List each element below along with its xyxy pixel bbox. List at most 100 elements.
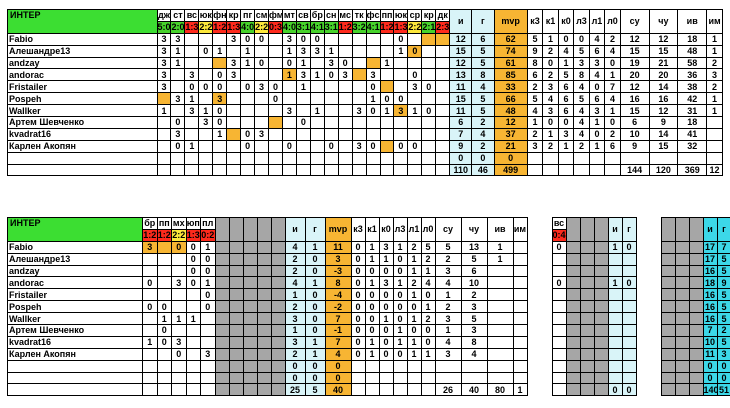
side-cell: 1 <box>607 240 623 254</box>
stat-header-7: л1 <box>588 9 606 34</box>
game-cell <box>365 56 381 70</box>
game-cell: 0 <box>212 68 228 82</box>
filler-cell <box>565 240 581 254</box>
opponent-4: пл <box>200 217 216 230</box>
game-cell <box>281 127 297 141</box>
game-cell: 0 <box>393 92 409 106</box>
game-cell <box>200 371 216 385</box>
game-cell <box>142 288 158 302</box>
gap-cell <box>636 336 661 348</box>
filler-cell <box>579 264 595 278</box>
stat-cell <box>406 371 422 385</box>
game-cell <box>407 116 423 129</box>
game-cell: 0 <box>337 56 353 70</box>
stat-cell: 0 <box>542 56 559 70</box>
player-name: andorac <box>7 68 158 82</box>
stat-cell: 1 <box>588 116 606 129</box>
filler-cell <box>688 312 704 326</box>
filler-cell <box>214 300 230 314</box>
side-cell <box>621 371 637 385</box>
far-cell: 0 <box>702 359 718 373</box>
stat-cell: 3 <box>284 312 306 326</box>
game-cell <box>226 139 242 153</box>
stat-cell: 0 <box>284 359 306 373</box>
game-cell <box>309 116 325 129</box>
opponent-13: мс <box>337 9 353 22</box>
filler-cell <box>593 252 609 266</box>
gap-cell <box>527 241 552 253</box>
stat-cell: 12 <box>648 104 679 118</box>
filler-cell <box>228 264 244 278</box>
filler-cell <box>593 371 609 385</box>
game-cell: 1 <box>379 56 395 70</box>
game-cell <box>295 151 311 165</box>
game-cell <box>184 116 200 129</box>
stat-cell: 0 <box>493 151 528 165</box>
stat-cell <box>486 288 514 302</box>
game-cell <box>323 116 339 129</box>
filler-cell <box>256 324 272 337</box>
game-cell: 3 <box>156 44 172 58</box>
filler-cell <box>674 324 690 337</box>
stat-cell: 0 <box>392 264 408 278</box>
stat-cell: 2 <box>420 252 436 266</box>
stat-cell: 20 <box>648 68 679 82</box>
game-cell: 1 <box>365 92 381 106</box>
game-cell <box>323 32 339 46</box>
game-cell <box>212 56 228 70</box>
stat-cell: 5 <box>471 92 495 106</box>
side-cell <box>621 347 637 361</box>
gap-cell <box>636 384 661 396</box>
stat-cell: 2 <box>434 252 462 266</box>
filler-cell <box>674 264 690 278</box>
far-cell: 2 <box>716 324 730 337</box>
game-cell <box>184 44 200 58</box>
score-20: 2:3 <box>435 20 451 34</box>
filler-cell <box>228 324 244 337</box>
side-cell <box>551 335 567 349</box>
opponent-11: бр <box>309 9 325 22</box>
filler-cell <box>660 371 676 385</box>
side-cell <box>621 264 637 278</box>
stat-cell: 0 <box>378 300 394 314</box>
game-cell: 0 <box>212 116 228 129</box>
game-cell <box>185 359 201 373</box>
side-cell <box>551 312 567 326</box>
stat-cell: 2 <box>406 240 422 254</box>
filler-cell <box>270 300 286 314</box>
stat-cell: 2 <box>542 44 559 58</box>
stat-cell: 1 <box>557 139 575 153</box>
stat-cell <box>486 312 514 326</box>
stat-header-12: им <box>706 9 723 34</box>
filler-cell <box>688 276 704 290</box>
stat-cell: 37 <box>493 127 528 141</box>
game-cell <box>337 32 353 46</box>
filler-cell <box>242 252 258 266</box>
stat-cell: 0 <box>392 300 408 314</box>
side-cell <box>607 335 623 349</box>
stat-cell: 1 <box>364 347 380 361</box>
game-cell <box>435 116 451 129</box>
filler-cell <box>660 324 676 337</box>
opponent-7: см <box>254 9 270 22</box>
game-cell <box>184 32 200 46</box>
filler-cell <box>256 252 272 266</box>
filler-cell <box>270 347 286 361</box>
game-cell <box>156 92 172 106</box>
game-cell <box>185 288 201 302</box>
stat-cell <box>512 252 528 266</box>
filler-cell <box>565 217 581 242</box>
stat-cell: 0 <box>350 264 366 278</box>
game-cell: 3 <box>200 347 216 361</box>
filler-cell <box>228 347 244 361</box>
side-header-0: и <box>607 217 623 242</box>
game-cell: 3 <box>142 240 158 254</box>
stat-cell <box>378 359 394 373</box>
stat-cell <box>434 371 462 385</box>
filler-cell <box>593 359 609 373</box>
stat-cell: 0 <box>420 324 436 337</box>
game-cell: 3 <box>226 68 242 82</box>
game-cell <box>171 371 187 385</box>
stat-cell: 85 <box>493 68 528 82</box>
